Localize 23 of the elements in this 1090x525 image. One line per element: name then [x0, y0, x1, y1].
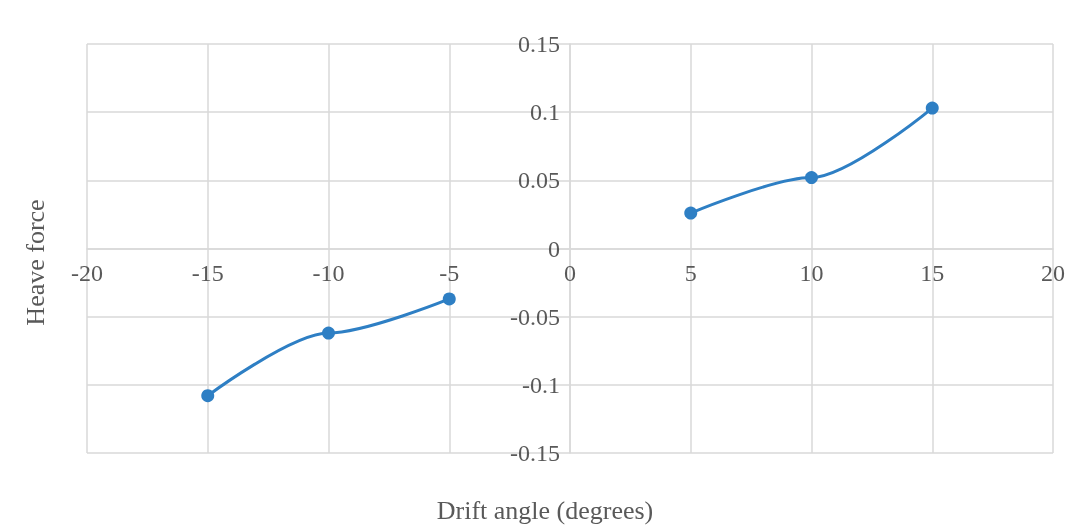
x-axis-title: Drift angle (degrees) — [436, 495, 654, 525]
point — [805, 171, 818, 185]
y-tick-label: -0.05 — [510, 303, 560, 330]
y-tick-label: 0 — [548, 235, 560, 262]
point — [442, 292, 456, 306]
y-tick-label: 0.05 — [518, 167, 560, 194]
x-tick-label: 20 — [1041, 259, 1065, 286]
x-tick-label: 15 — [920, 259, 945, 286]
y-tick-label: -0.1 — [522, 371, 560, 398]
y-tick-label: -0.15 — [510, 440, 560, 466]
point — [925, 101, 939, 115]
x-tick-label: 10 — [799, 259, 824, 286]
x-tick-label: -5 — [439, 259, 460, 286]
y-axis-title: Heave force — [20, 199, 50, 326]
x-tick-label: -15 — [191, 259, 224, 286]
y-tick-label: 0.1 — [530, 99, 560, 126]
x-tick-label: -10 — [312, 259, 345, 286]
x-tick-label: -20 — [71, 259, 103, 286]
x-tick-label: 5 — [684, 259, 697, 286]
point — [684, 206, 698, 220]
point — [201, 389, 215, 403]
y-tick-label: 0.15 — [518, 31, 560, 57]
point — [322, 326, 335, 340]
